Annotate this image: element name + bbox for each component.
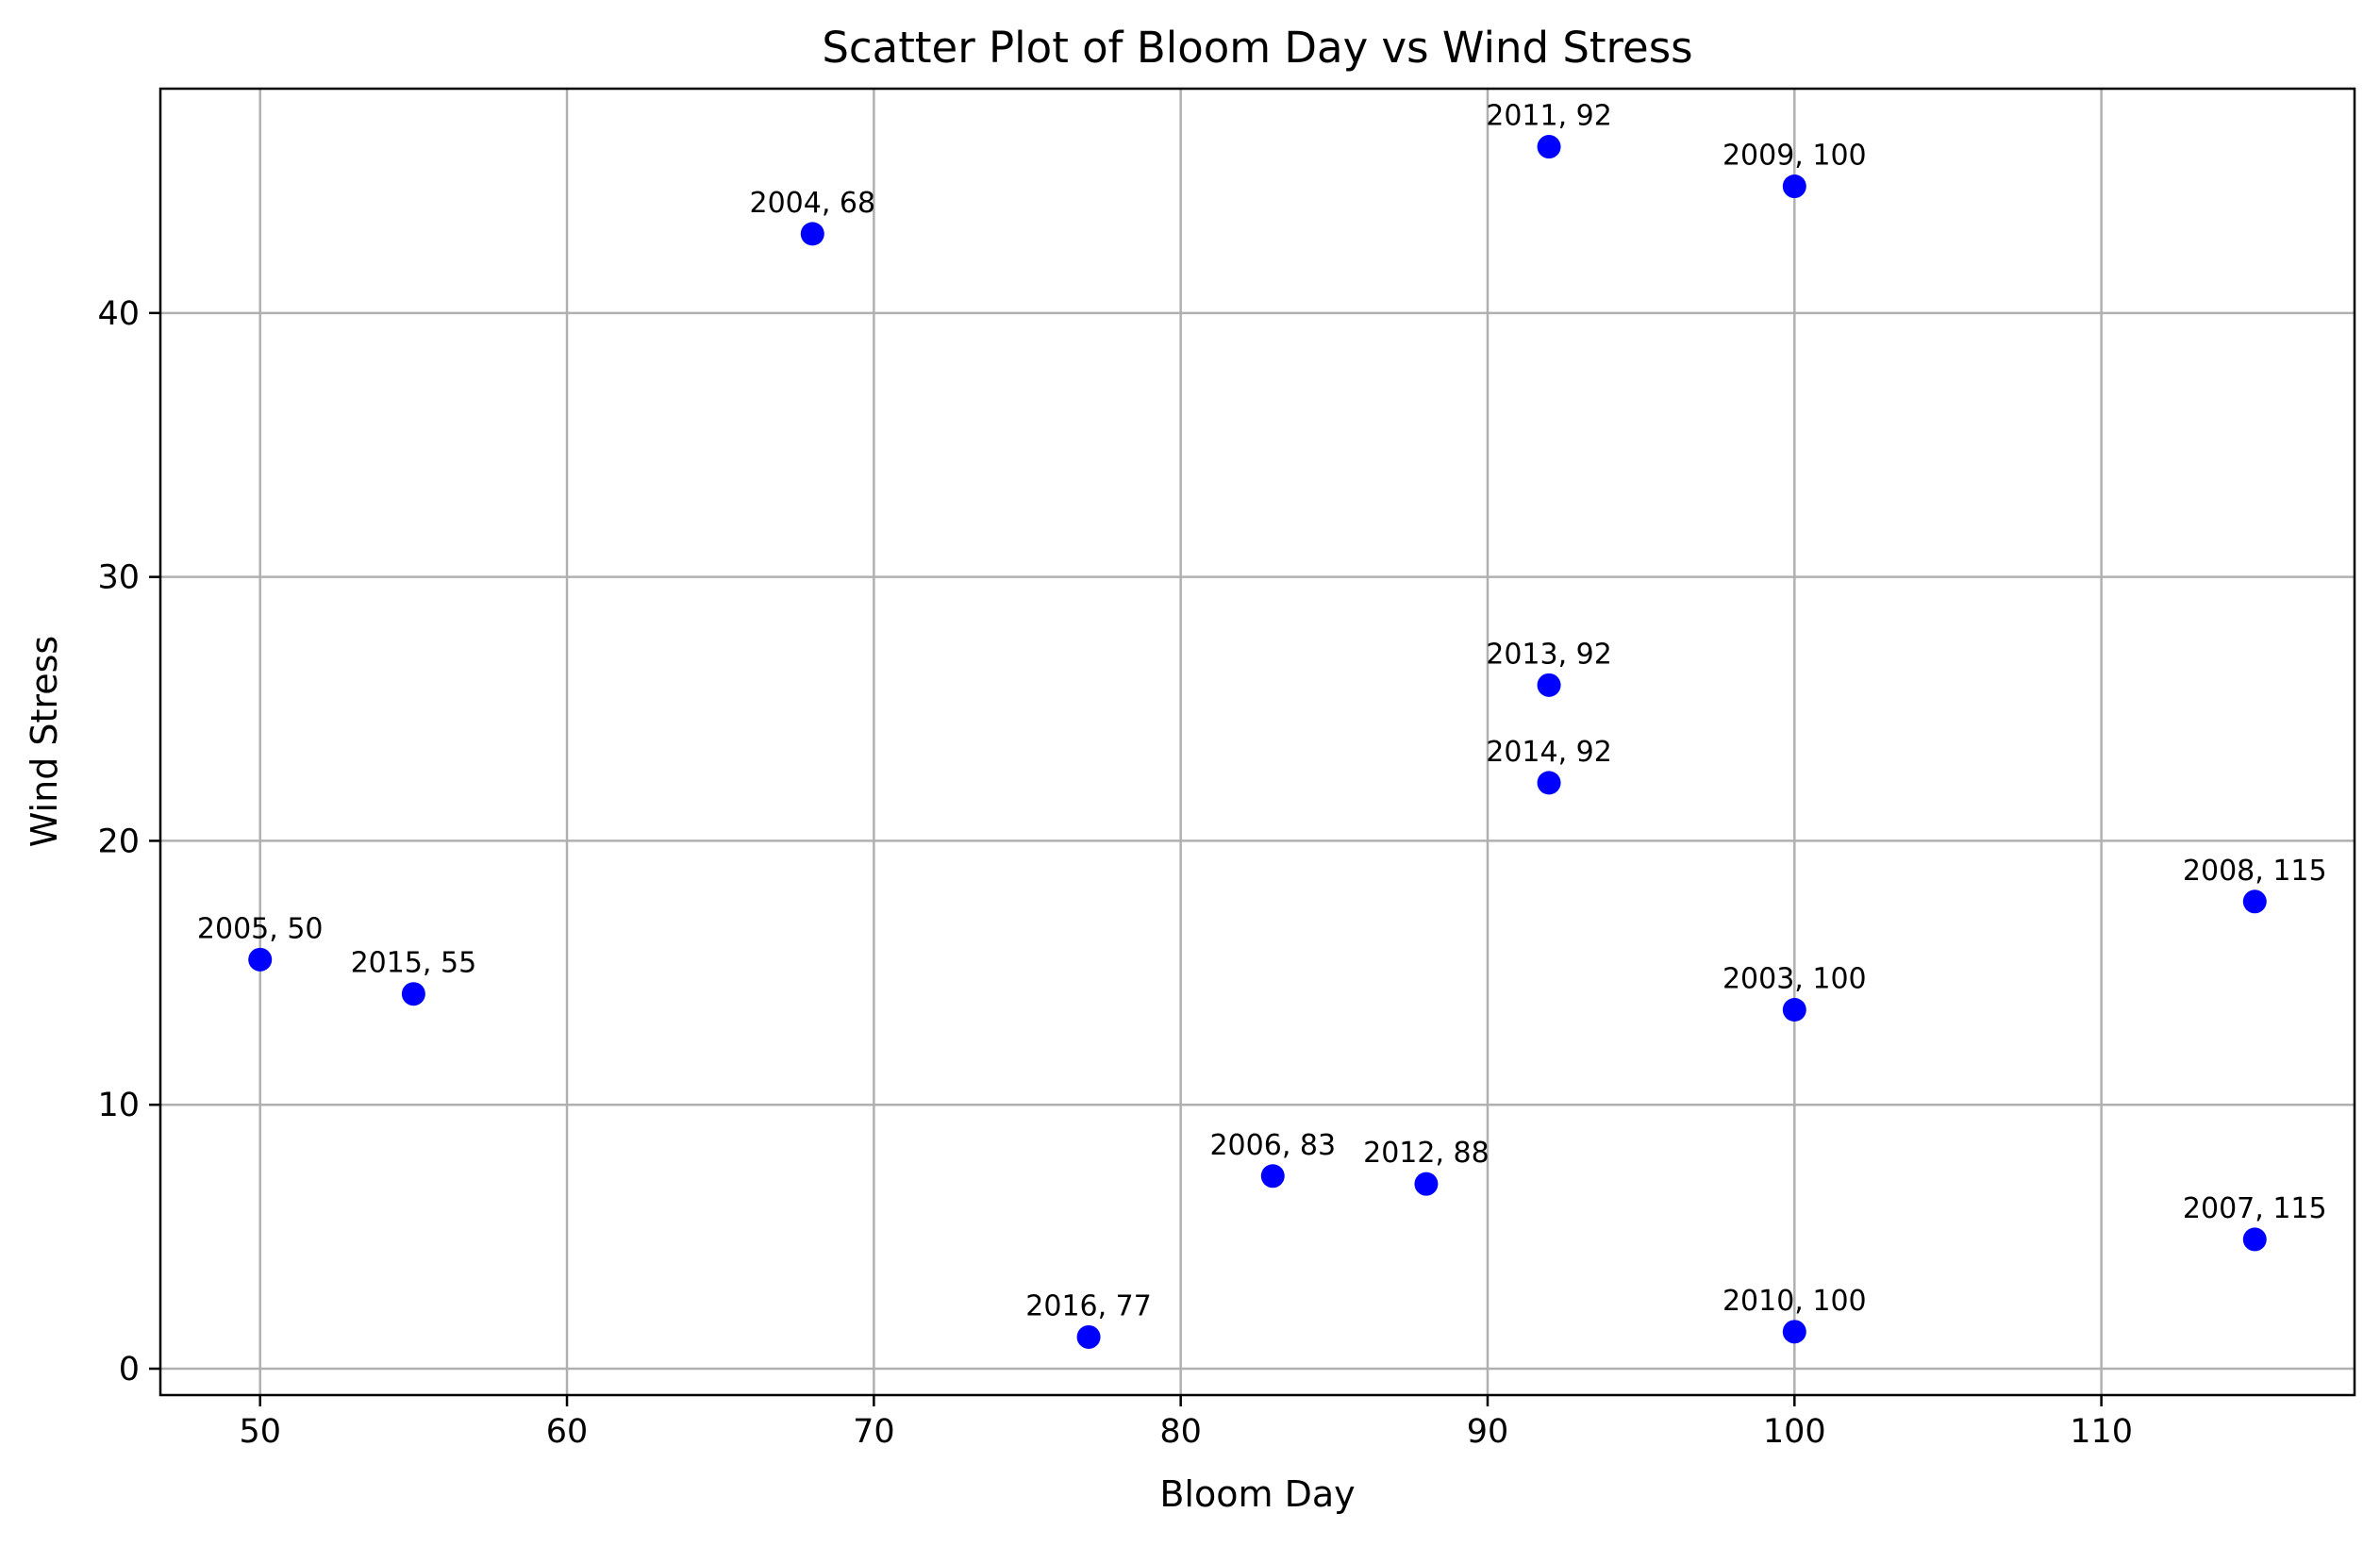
- point-label: 2012, 88: [1363, 1137, 1490, 1170]
- x-tick-label: 110: [2070, 1413, 2133, 1451]
- plot-frame: [158, 87, 2356, 1397]
- point-label: 2011, 92: [1486, 100, 1612, 133]
- data-point: [800, 222, 824, 246]
- data-point: [1537, 771, 1561, 795]
- x-tick-label: 60: [546, 1413, 589, 1451]
- y-axis-label: Wind Stress: [24, 636, 65, 847]
- point-label: 2016, 77: [1025, 1289, 1152, 1322]
- point-label: 2013, 92: [1486, 638, 1612, 671]
- y-tick-label: 40: [97, 295, 140, 333]
- point-label: 2004, 68: [749, 187, 875, 220]
- y-tick-label: 0: [119, 1351, 140, 1388]
- x-tick-label: 80: [1159, 1413, 1202, 1451]
- point-label: 2007, 115: [2183, 1192, 2327, 1225]
- y-tick-label: 10: [97, 1087, 140, 1124]
- data-point: [1076, 1324, 1101, 1349]
- data-point: [1537, 673, 1561, 697]
- y-tick-label: 30: [97, 559, 140, 597]
- data-point: [2242, 889, 2267, 914]
- point-label: 2009, 100: [1723, 140, 1867, 173]
- data-point: [2242, 1227, 2267, 1252]
- point-label: 2008, 115: [2183, 855, 2327, 888]
- data-point: [1782, 1320, 1806, 1344]
- chart-title: Scatter Plot of Bloom Day vs Wind Stress: [822, 23, 1692, 73]
- point-label: 2014, 92: [1486, 736, 1612, 769]
- x-tick-label: 50: [239, 1413, 281, 1451]
- y-tick-label: 20: [97, 823, 140, 860]
- points-layer: [248, 135, 2267, 1349]
- x-tick-label: 90: [1467, 1413, 1509, 1451]
- point-label: 2003, 100: [1723, 962, 1867, 995]
- grid-layer: [160, 89, 2355, 1395]
- tick-layer: 50 60 70 80 90 100 110 0 10 20 30 40: [97, 295, 2133, 1451]
- x-axis-label: Bloom Day: [1159, 1473, 1355, 1515]
- data-point: [401, 982, 425, 1006]
- point-label: 2006, 83: [1209, 1129, 1336, 1162]
- point-label: 2005, 50: [197, 912, 324, 945]
- point-label: 2015, 55: [351, 947, 477, 980]
- data-point: [1782, 175, 1806, 199]
- data-point: [248, 947, 273, 972]
- x-tick-label: 100: [1763, 1413, 1826, 1451]
- data-point: [1414, 1172, 1439, 1196]
- data-point: [1260, 1164, 1285, 1189]
- point-label: 2010, 100: [1723, 1285, 1867, 1318]
- data-point: [1537, 135, 1561, 159]
- point-labels-layer: 2003, 100 2004, 68 2005, 50 2006, 83 2007, 1…: [197, 100, 2327, 1323]
- x-tick-label: 70: [853, 1413, 895, 1451]
- data-point: [1782, 997, 1806, 1022]
